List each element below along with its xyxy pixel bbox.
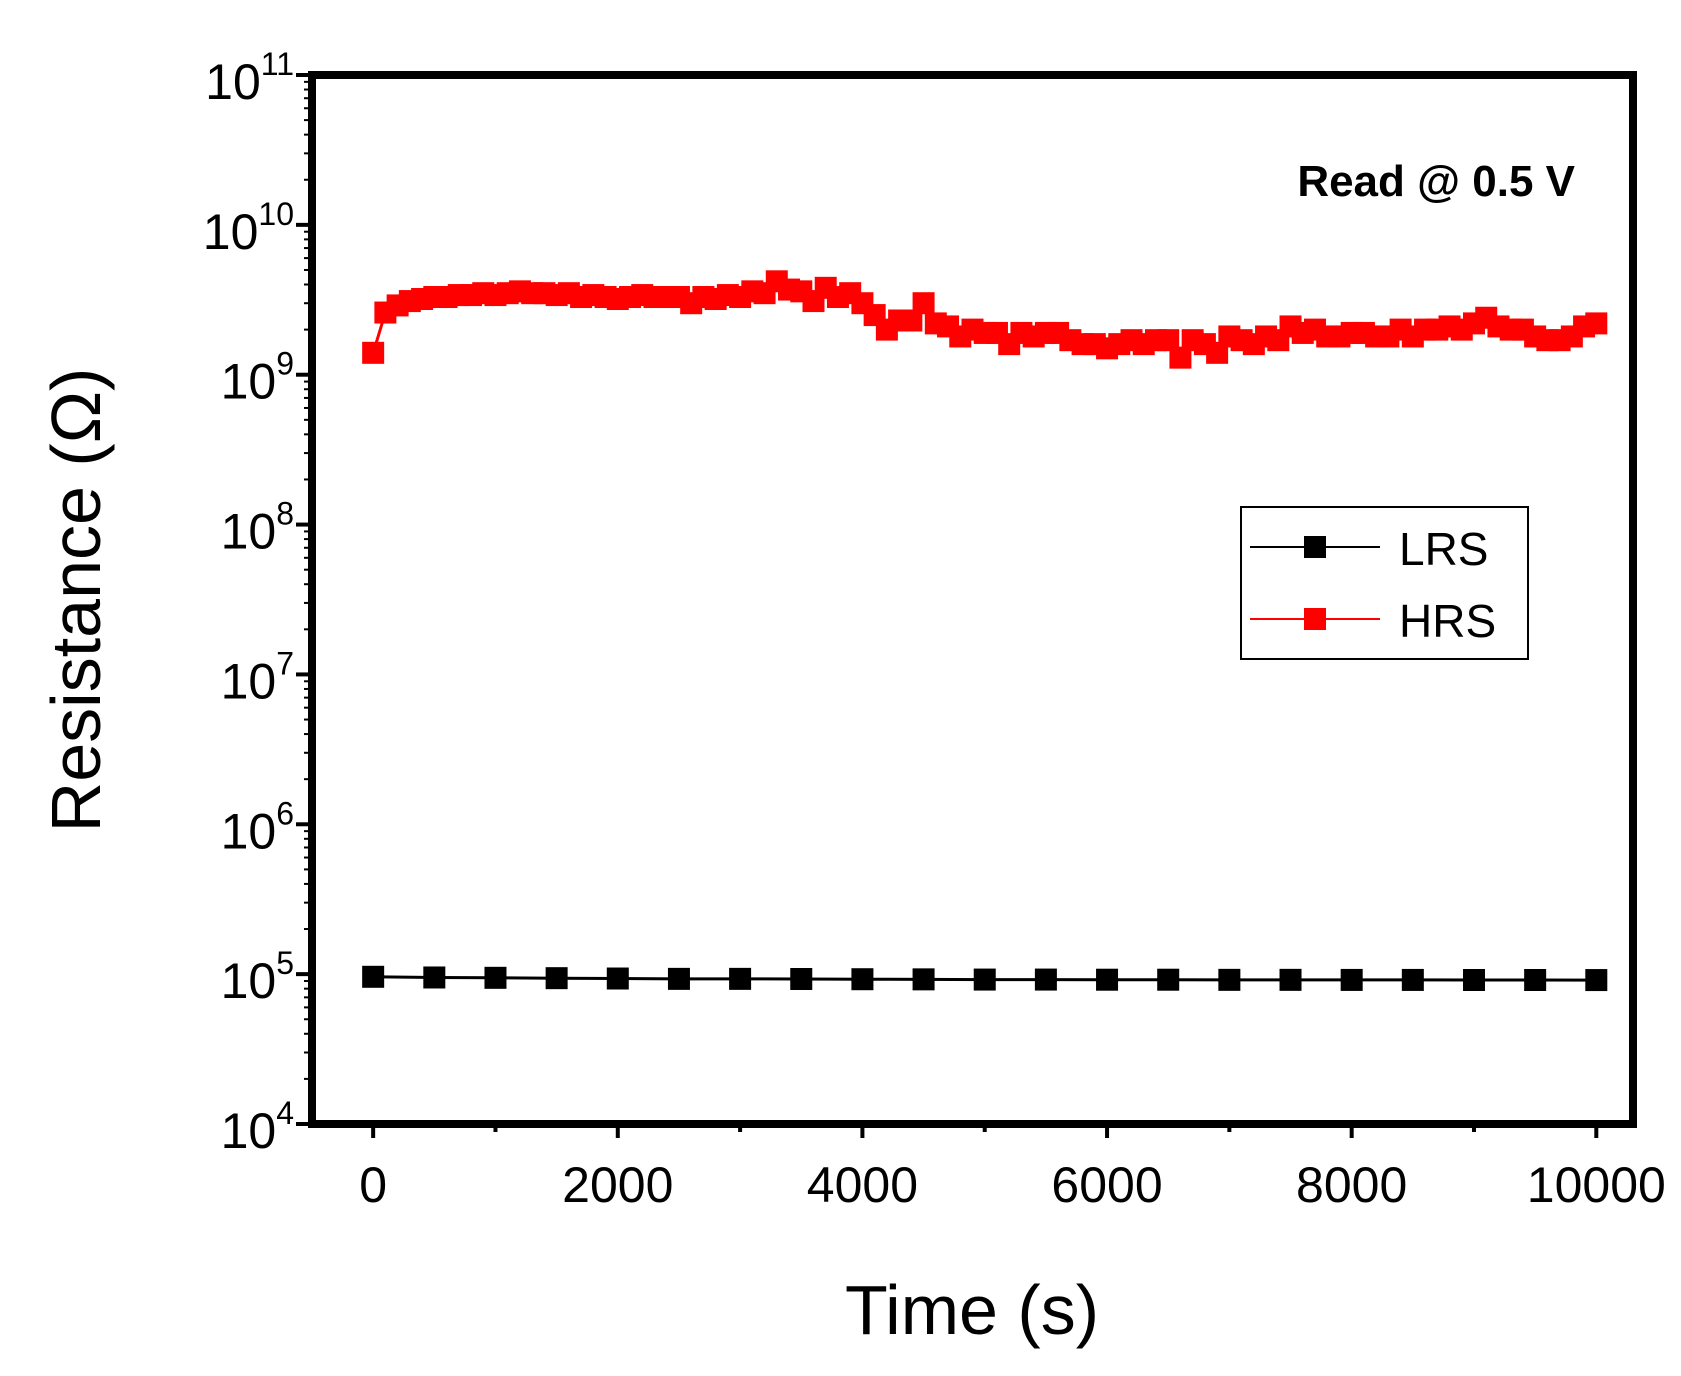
legend-box [1240,506,1529,660]
lrs-point [1585,969,1608,992]
y-tick-label: 107 [221,645,294,709]
read-annotation: Read @ 0.5 V [1297,157,1575,206]
hrs-point [1157,329,1180,352]
legend-hrs-label: HRS [1399,595,1496,647]
y-axis-title: Resistance (Ω) [37,368,115,833]
y-tick-label: 105 [221,945,294,1009]
y-tick-label: 106 [221,795,294,859]
legend-lrs-label: LRS [1399,523,1488,575]
y-tick-label: 104 [221,1095,294,1159]
lrs-point [973,968,996,991]
lrs-point [1340,968,1363,991]
lrs-point [790,968,813,991]
y-tick-label: 109 [221,346,294,410]
legend: LRS HRS [1240,506,1529,660]
lrs-point [1034,968,1057,991]
lrs-point [851,968,874,991]
legend-hrs-marker [1304,608,1326,630]
hrs-point [1585,312,1608,335]
axis-ticks [296,73,1599,1138]
y-tick-labels: 104 105 106 107 108 109 1010 1011 [203,46,294,1159]
y-tick-label: 108 [221,496,294,560]
lrs-series [362,965,1608,992]
lrs-point [1279,968,1302,991]
plot-frame [308,71,1637,1128]
lrs-point [484,966,507,989]
y-tick-label: 1010 [203,196,294,260]
hrs-point [900,309,923,332]
x-tick-label: 6000 [1051,1157,1162,1213]
x-axis-title: Time (s) [845,1271,1099,1349]
lrs-point [1401,968,1424,991]
x-tick-label: 4000 [807,1157,918,1213]
hrs-point [912,292,935,315]
x-tick-label: 2000 [562,1157,673,1213]
x-tick-labels: 0 2000 4000 6000 8000 10000 [359,1157,1666,1213]
lrs-point [545,967,568,990]
y-tick-label: 1011 [205,46,294,110]
lrs-point [606,967,629,990]
lrs-point [1218,968,1241,991]
hrs-series [362,270,1608,369]
lrs-point [667,967,690,990]
x-tick-label: 0 [359,1157,387,1213]
x-tick-label: 10000 [1527,1157,1666,1213]
lrs-point [362,965,385,988]
lrs-point [1096,968,1119,991]
lrs-point [1157,968,1180,991]
lrs-point [423,966,446,989]
x-tick-label: 8000 [1296,1157,1407,1213]
lrs-point [1524,968,1547,991]
lrs-point [1462,968,1485,991]
hrs-point [1169,346,1192,369]
hrs-point [362,341,385,364]
legend-lrs-marker [1304,536,1326,558]
lrs-point [912,968,935,991]
lrs-point [729,967,752,990]
